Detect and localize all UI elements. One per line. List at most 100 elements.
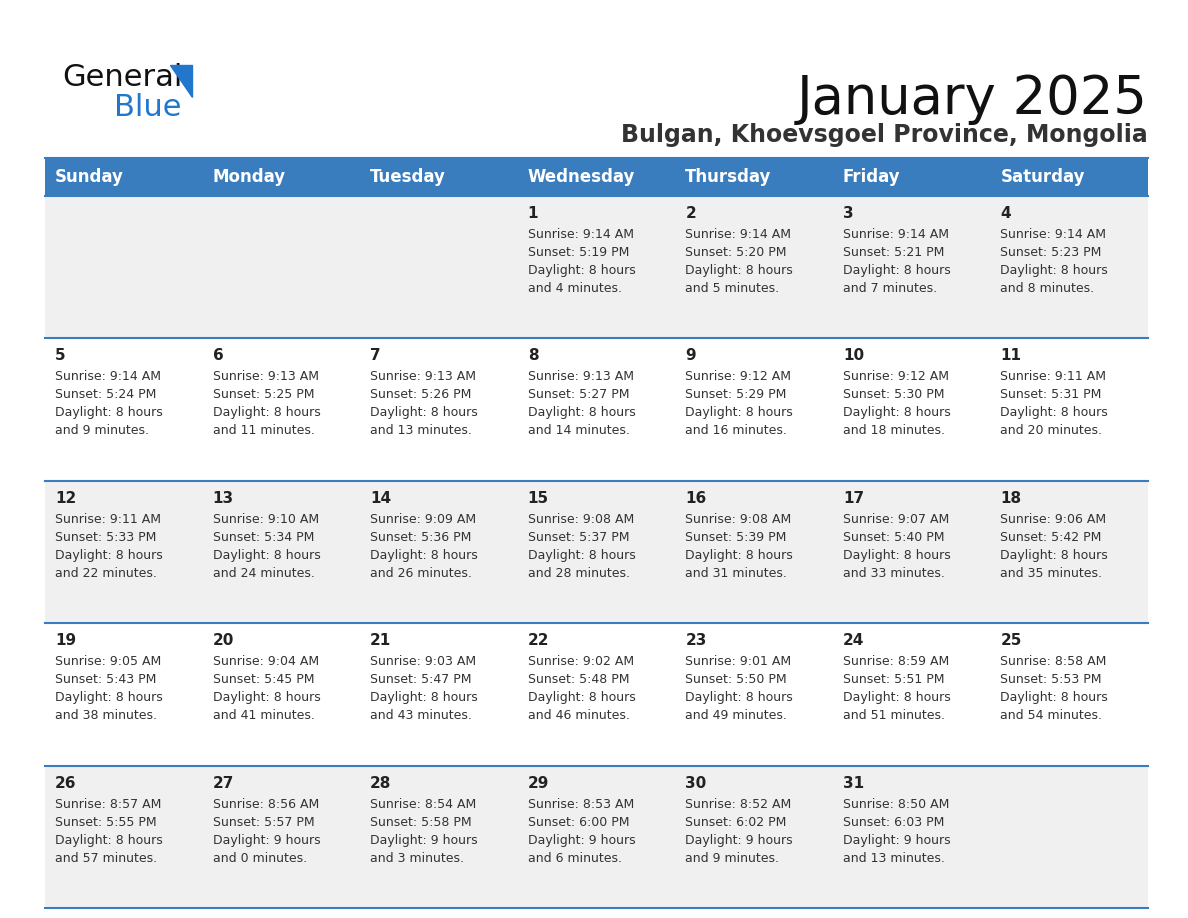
Text: and 41 minutes.: and 41 minutes.: [213, 710, 315, 722]
Text: Sunset: 5:37 PM: Sunset: 5:37 PM: [527, 531, 630, 543]
Text: Sunday: Sunday: [55, 168, 124, 186]
Text: and 33 minutes.: and 33 minutes.: [842, 566, 944, 580]
Text: and 0 minutes.: and 0 minutes.: [213, 852, 307, 865]
Text: 12: 12: [55, 491, 76, 506]
Text: 7: 7: [371, 349, 381, 364]
Text: Daylight: 8 hours: Daylight: 8 hours: [527, 407, 636, 420]
Text: 14: 14: [371, 491, 391, 506]
Text: Daylight: 8 hours: Daylight: 8 hours: [371, 549, 478, 562]
Text: 19: 19: [55, 633, 76, 648]
Text: Sunrise: 8:53 AM: Sunrise: 8:53 AM: [527, 798, 634, 811]
Text: Sunrise: 9:13 AM: Sunrise: 9:13 AM: [527, 370, 633, 384]
Text: Sunset: 5:27 PM: Sunset: 5:27 PM: [527, 388, 630, 401]
Text: Sunset: 5:39 PM: Sunset: 5:39 PM: [685, 531, 786, 543]
Text: Sunrise: 9:14 AM: Sunrise: 9:14 AM: [527, 228, 633, 241]
Text: Daylight: 8 hours: Daylight: 8 hours: [842, 691, 950, 704]
Text: Daylight: 9 hours: Daylight: 9 hours: [842, 834, 950, 846]
Text: Daylight: 9 hours: Daylight: 9 hours: [371, 834, 478, 846]
Bar: [45, 623, 1148, 766]
Text: Tuesday: Tuesday: [371, 168, 446, 186]
Text: Sunset: 5:30 PM: Sunset: 5:30 PM: [842, 388, 944, 401]
Bar: [45, 158, 1148, 196]
Text: Friday: Friday: [842, 168, 901, 186]
Text: Sunset: 5:24 PM: Sunset: 5:24 PM: [55, 388, 157, 401]
Text: Daylight: 8 hours: Daylight: 8 hours: [685, 407, 794, 420]
Text: Sunrise: 8:59 AM: Sunrise: 8:59 AM: [842, 655, 949, 668]
Text: Sunset: 5:45 PM: Sunset: 5:45 PM: [213, 673, 314, 686]
Text: Monday: Monday: [213, 168, 285, 186]
Text: Daylight: 8 hours: Daylight: 8 hours: [842, 407, 950, 420]
Text: Sunrise: 9:09 AM: Sunrise: 9:09 AM: [371, 513, 476, 526]
Text: Daylight: 8 hours: Daylight: 8 hours: [213, 549, 321, 562]
Bar: [45, 339, 1148, 481]
Text: Daylight: 8 hours: Daylight: 8 hours: [685, 691, 794, 704]
Bar: [45, 766, 1148, 908]
Text: and 38 minutes.: and 38 minutes.: [55, 710, 157, 722]
Text: and 8 minutes.: and 8 minutes.: [1000, 282, 1094, 295]
Text: and 5 minutes.: and 5 minutes.: [685, 282, 779, 295]
Text: Wednesday: Wednesday: [527, 168, 636, 186]
Text: 25: 25: [1000, 633, 1022, 648]
Text: 30: 30: [685, 776, 707, 790]
Text: Sunrise: 9:14 AM: Sunrise: 9:14 AM: [685, 228, 791, 241]
Text: and 54 minutes.: and 54 minutes.: [1000, 710, 1102, 722]
Text: 1: 1: [527, 206, 538, 221]
Text: Sunset: 5:58 PM: Sunset: 5:58 PM: [371, 815, 472, 829]
Text: Sunset: 5:26 PM: Sunset: 5:26 PM: [371, 388, 472, 401]
Text: 18: 18: [1000, 491, 1022, 506]
Text: and 26 minutes.: and 26 minutes.: [371, 566, 472, 580]
Text: Daylight: 8 hours: Daylight: 8 hours: [842, 549, 950, 562]
Text: Sunset: 5:50 PM: Sunset: 5:50 PM: [685, 673, 786, 686]
Text: Daylight: 8 hours: Daylight: 8 hours: [371, 691, 478, 704]
Text: Sunset: 5:48 PM: Sunset: 5:48 PM: [527, 673, 630, 686]
Text: Daylight: 8 hours: Daylight: 8 hours: [55, 834, 163, 846]
Text: Sunset: 5:40 PM: Sunset: 5:40 PM: [842, 531, 944, 543]
Text: 22: 22: [527, 633, 549, 648]
Text: 6: 6: [213, 349, 223, 364]
Text: 15: 15: [527, 491, 549, 506]
Text: Sunrise: 9:01 AM: Sunrise: 9:01 AM: [685, 655, 791, 668]
Text: Daylight: 8 hours: Daylight: 8 hours: [685, 264, 794, 277]
Text: Sunrise: 9:12 AM: Sunrise: 9:12 AM: [685, 370, 791, 384]
Bar: [45, 196, 1148, 339]
Text: and 6 minutes.: and 6 minutes.: [527, 852, 621, 865]
Text: Sunrise: 9:10 AM: Sunrise: 9:10 AM: [213, 513, 318, 526]
Text: Sunrise: 9:04 AM: Sunrise: 9:04 AM: [213, 655, 318, 668]
Text: Sunrise: 8:58 AM: Sunrise: 8:58 AM: [1000, 655, 1107, 668]
Text: Daylight: 8 hours: Daylight: 8 hours: [1000, 549, 1108, 562]
Text: Sunrise: 8:50 AM: Sunrise: 8:50 AM: [842, 798, 949, 811]
Text: Sunset: 5:25 PM: Sunset: 5:25 PM: [213, 388, 314, 401]
Text: 31: 31: [842, 776, 864, 790]
Text: and 9 minutes.: and 9 minutes.: [685, 852, 779, 865]
Text: Sunset: 5:31 PM: Sunset: 5:31 PM: [1000, 388, 1101, 401]
Text: 24: 24: [842, 633, 864, 648]
Text: Daylight: 8 hours: Daylight: 8 hours: [55, 407, 163, 420]
Text: Sunset: 5:43 PM: Sunset: 5:43 PM: [55, 673, 157, 686]
Text: Sunrise: 9:03 AM: Sunrise: 9:03 AM: [371, 655, 476, 668]
Polygon shape: [170, 65, 192, 97]
Text: Daylight: 8 hours: Daylight: 8 hours: [55, 549, 163, 562]
Text: Sunset: 5:51 PM: Sunset: 5:51 PM: [842, 673, 944, 686]
Text: January 2025: January 2025: [797, 73, 1148, 125]
Text: Sunset: 6:03 PM: Sunset: 6:03 PM: [842, 815, 944, 829]
Text: 23: 23: [685, 633, 707, 648]
Text: Sunset: 6:02 PM: Sunset: 6:02 PM: [685, 815, 786, 829]
Text: 8: 8: [527, 349, 538, 364]
Text: Sunrise: 9:13 AM: Sunrise: 9:13 AM: [213, 370, 318, 384]
Text: Daylight: 8 hours: Daylight: 8 hours: [213, 407, 321, 420]
Text: and 18 minutes.: and 18 minutes.: [842, 424, 944, 437]
Text: Blue: Blue: [114, 93, 182, 122]
Text: Daylight: 8 hours: Daylight: 8 hours: [527, 691, 636, 704]
Text: 11: 11: [1000, 349, 1022, 364]
Text: Sunrise: 9:11 AM: Sunrise: 9:11 AM: [55, 513, 162, 526]
Text: Sunset: 6:00 PM: Sunset: 6:00 PM: [527, 815, 630, 829]
Text: Sunrise: 9:06 AM: Sunrise: 9:06 AM: [1000, 513, 1106, 526]
Bar: [45, 481, 1148, 623]
Text: Sunrise: 8:57 AM: Sunrise: 8:57 AM: [55, 798, 162, 811]
Text: and 28 minutes.: and 28 minutes.: [527, 566, 630, 580]
Text: Daylight: 8 hours: Daylight: 8 hours: [55, 691, 163, 704]
Text: Daylight: 8 hours: Daylight: 8 hours: [371, 407, 478, 420]
Text: Sunset: 5:42 PM: Sunset: 5:42 PM: [1000, 531, 1101, 543]
Text: Daylight: 8 hours: Daylight: 8 hours: [1000, 264, 1108, 277]
Text: Sunset: 5:55 PM: Sunset: 5:55 PM: [55, 815, 157, 829]
